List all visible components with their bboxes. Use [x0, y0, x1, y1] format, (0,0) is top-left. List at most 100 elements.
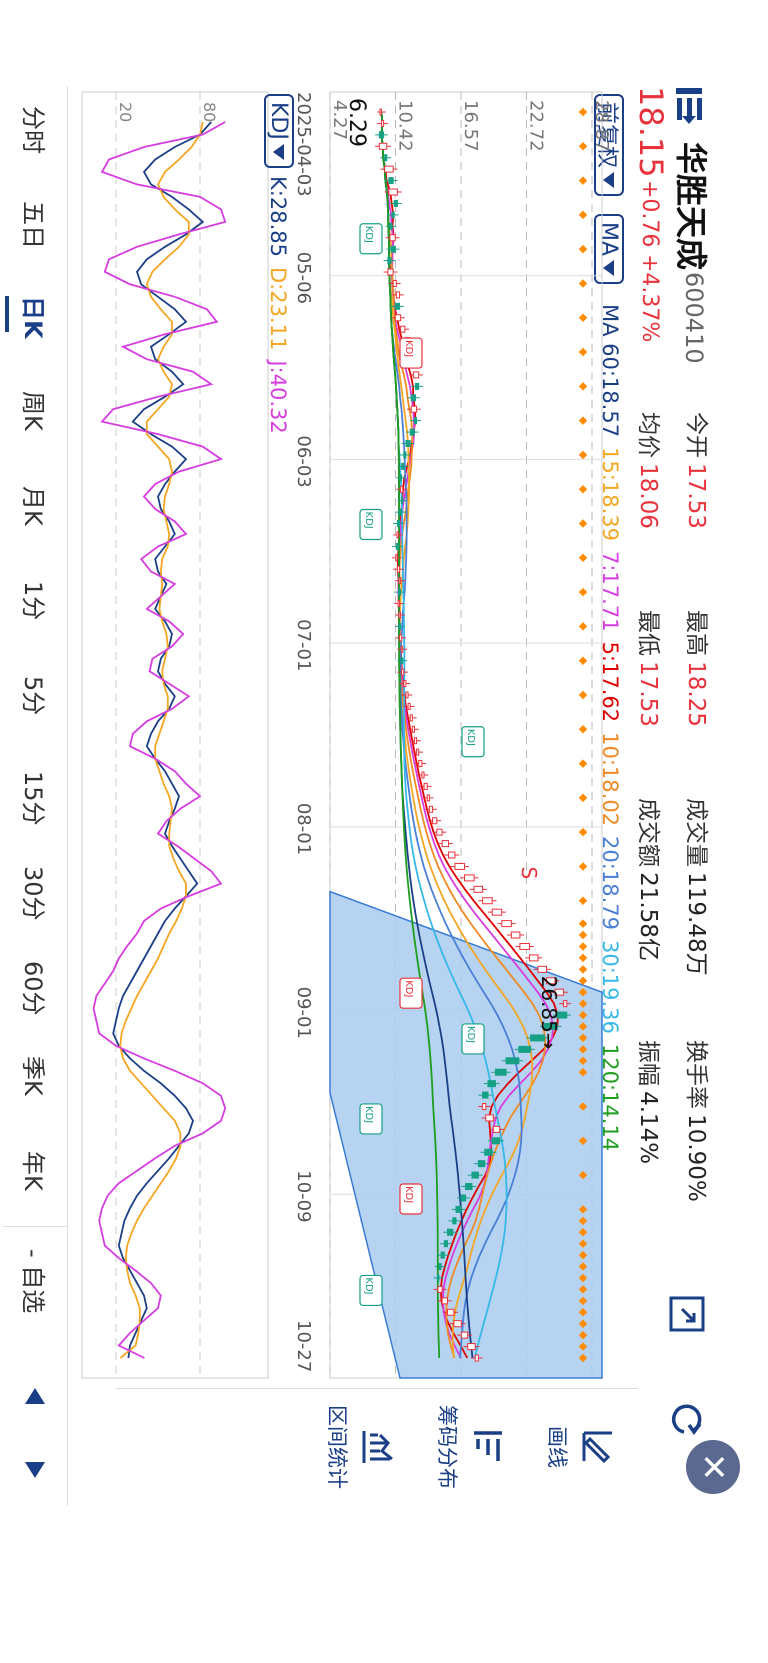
chevron-down-icon	[273, 143, 285, 160]
menu-icon[interactable]	[672, 86, 706, 126]
candle-body	[389, 234, 396, 242]
candle-body	[409, 428, 415, 436]
candle-body	[501, 920, 512, 928]
candle-body	[396, 565, 401, 573]
draw-line-button[interactable]: 画线	[543, 1397, 618, 1497]
marker-dot	[578, 382, 588, 391]
signal-label: S	[517, 866, 541, 879]
candle-body	[467, 1343, 476, 1351]
tab-item[interactable]: 季K	[19, 1056, 47, 1096]
kdj-signal-tag: KDJ	[359, 1274, 383, 1307]
tab-item[interactable]: 30分	[19, 866, 47, 921]
marker-dot	[578, 450, 588, 460]
candle-body	[400, 645, 404, 653]
candle-body	[484, 1148, 493, 1156]
candle-body	[394, 314, 402, 322]
candle-body	[485, 1114, 494, 1122]
candle-body	[405, 691, 409, 699]
tab-item[interactable]: 周K	[19, 391, 47, 431]
candle-body	[392, 279, 397, 287]
candle-body	[416, 748, 420, 756]
candle-body	[460, 1331, 469, 1339]
y-tick-label: 10.42	[395, 100, 416, 152]
kdj-signal-tag: KDJ	[359, 508, 383, 541]
triangle-right-icon	[25, 1462, 45, 1478]
watchlist-button[interactable]: - 自选	[3, 1226, 67, 1367]
candle-body	[477, 1160, 486, 1168]
marker-dot	[578, 656, 588, 665]
refresh-icon[interactable]	[668, 1400, 706, 1438]
kdj-signal-tag: KDJ	[359, 1103, 383, 1135]
tab-item[interactable]: 日K	[19, 296, 47, 339]
candle-body	[455, 1205, 462, 1213]
candle-body	[436, 1274, 440, 1282]
marker-dot	[578, 176, 588, 185]
candle-body	[395, 542, 399, 550]
candle-body	[528, 954, 539, 962]
range-stats-button[interactable]: 区间统计	[323, 1397, 398, 1497]
tab-item[interactable]: 月K	[19, 486, 47, 526]
candle-body	[391, 211, 395, 219]
candle-body	[380, 119, 385, 127]
candle-body	[518, 1045, 532, 1053]
marker-dot	[578, 107, 588, 117]
kdj-tag-box	[399, 977, 423, 1009]
candle-body	[482, 1091, 489, 1099]
tab-item[interactable]: 15分	[19, 771, 47, 826]
candle-body	[440, 1251, 445, 1259]
annotations: 26.85→ 6.29 S KDJ KDJ KDJ KDJ KDJ KDJ KDJ KDJ KDJ	[344, 98, 561, 1307]
candle-body	[432, 817, 438, 825]
chip-dist-button[interactable]: 筹码分布	[433, 1397, 508, 1497]
ma-line-120	[380, 111, 441, 1359]
candle-body	[399, 474, 403, 482]
x-tick-label: 08-01	[293, 803, 314, 855]
tab-item[interactable]: 五日	[19, 201, 47, 249]
marker-dot	[578, 725, 588, 734]
marker-dot	[578, 553, 588, 563]
range-stats-label: 区间统计	[325, 1405, 349, 1489]
y-tick-label: 28.87	[591, 100, 612, 152]
stats-icon	[362, 1431, 393, 1463]
candle-body	[413, 737, 418, 745]
kdj-signal-tag: KDJ	[399, 977, 423, 1009]
chart-canvas[interactable]: 28.87 22.72 16.57 10.42 4.27 2025-04-03 05-06…	[0, 0, 768, 1390]
candle-body	[428, 805, 434, 813]
candle-body	[441, 1297, 448, 1305]
x-tick-label: 06-03	[293, 435, 314, 487]
candle-body	[411, 725, 415, 733]
candle-body	[465, 1183, 473, 1191]
marker-dot	[578, 690, 588, 700]
tab-item[interactable]: 1分	[19, 581, 47, 621]
kdj-signal-tag: KDJ	[399, 1183, 423, 1215]
candle-body	[388, 188, 398, 196]
marker-dot	[578, 827, 588, 837]
tab-item[interactable]: 5分	[19, 676, 47, 716]
tab-item[interactable]: 年K	[19, 1151, 47, 1191]
close-button[interactable]: ✕	[686, 1440, 740, 1494]
scroll-right-button[interactable]	[15, 1450, 55, 1490]
candle-body	[418, 760, 423, 768]
kdj-tag-text: KDJ	[363, 1277, 374, 1294]
candle-body	[415, 382, 420, 390]
kdj-legend-item: K:28.85	[266, 176, 290, 257]
y-tick-label: 16.57	[460, 100, 481, 152]
scroll-left-button[interactable]	[15, 1376, 55, 1416]
y-tick-label: 22.72	[526, 100, 547, 152]
candle-body	[400, 485, 404, 493]
candle-body	[554, 988, 565, 996]
y-tick-labels: 28.87 22.72 16.57 10.42 4.27	[329, 100, 612, 152]
tool-panel: 画线 筹码分布 区间统计	[116, 1388, 638, 1507]
marker-dot	[578, 416, 588, 425]
kdj-select[interactable]: KDJ	[264, 94, 294, 168]
kdj-tag-box	[359, 508, 383, 541]
tab-item[interactable]: 分时	[19, 106, 47, 154]
marker-dot	[578, 313, 588, 323]
candle-body	[399, 508, 403, 516]
tab-item[interactable]: 60分	[19, 961, 47, 1016]
kdj-frame	[81, 91, 269, 1379]
x-tick-labels: 2025-04-03 05-06 06-03 07-01 08-01 09-01 10-09…	[293, 92, 314, 1372]
kdj-line-K	[112, 121, 212, 1359]
fullscreen-icon[interactable]	[668, 1295, 706, 1333]
candle-body	[398, 611, 402, 619]
candle-body	[403, 451, 407, 459]
